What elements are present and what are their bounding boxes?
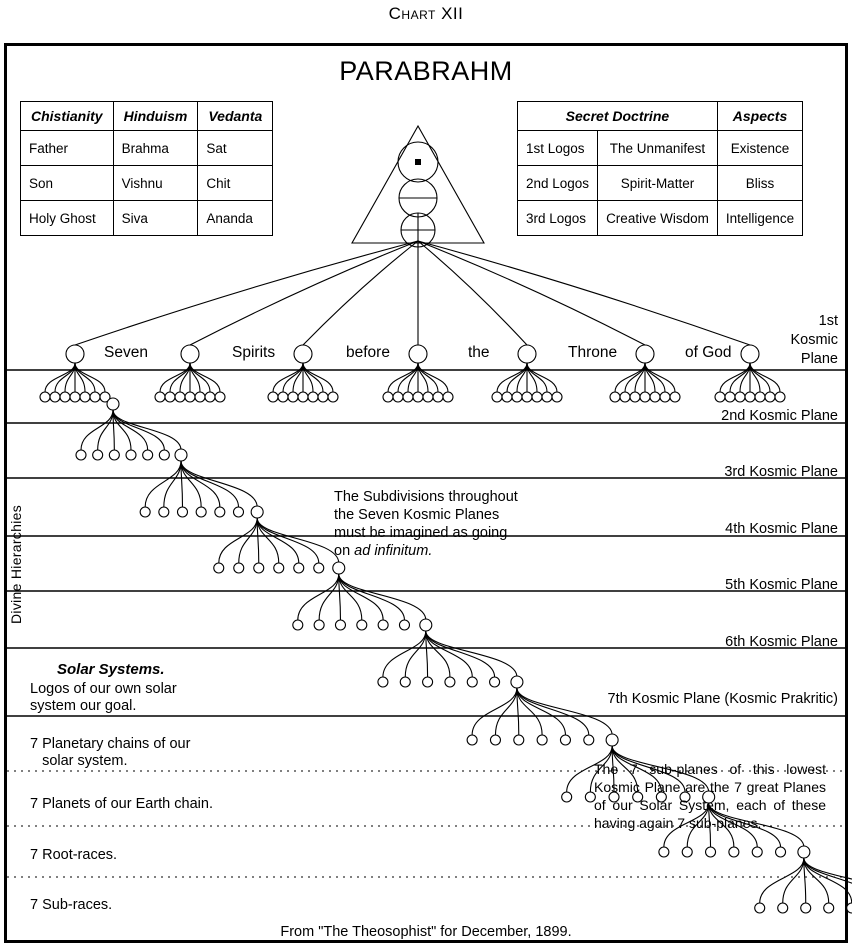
subdivisions-note-line-4: on <box>334 543 355 559</box>
solar-row-label-2: 7 Planetary chains of our solar system. <box>30 736 191 769</box>
solar-row-label-3: 7 Planets of our Earth chain. <box>30 796 213 812</box>
religions-table: Chistianity Hinduism Vedanta Father Brah… <box>20 101 274 236</box>
table-row: 3rd Logos Creative Wisdom Intelligence <box>516 200 804 236</box>
chart-outer-frame <box>4 43 848 943</box>
cell-hinduism-3: Siva <box>112 200 199 236</box>
parabrahm-heading: PARABRAHM <box>339 56 513 86</box>
cell-logos-3: 3rd Logos <box>516 200 599 236</box>
cell-doctrine-3: Creative Wisdom <box>597 200 718 236</box>
table-row: Holy Ghost Siva Ananda <box>20 200 274 236</box>
cell-aspect-1: Existence <box>716 130 804 166</box>
cell-vedanta-1: Sat <box>197 130 274 166</box>
chart-top-title: Chart XII <box>388 4 464 23</box>
column-header-secret-doctrine: Secret Doctrine <box>517 101 718 131</box>
cell-logos-2: 2nd Logos <box>516 165 599 201</box>
table-header-row: Chistianity Hinduism Vedanta <box>20 101 274 131</box>
column-header-vedanta: Vedanta <box>197 101 274 131</box>
plane-label-3: 3rd Kosmic Plane <box>724 464 838 480</box>
cell-vedanta-2: Chit <box>197 165 274 201</box>
cell-doctrine-1: The Unmanifest <box>597 130 718 166</box>
cell-hinduism-1: Brahma <box>112 130 199 166</box>
cell-aspect-3: Intelligence <box>716 200 804 236</box>
column-header-hinduism: Hinduism <box>112 101 199 131</box>
plane-label-5: 5th Kosmic Plane <box>725 577 838 593</box>
subdivisions-note-line-2: the Seven Kosmic Planes <box>334 507 500 523</box>
phrase-word-spirits: Spirits <box>232 344 276 361</box>
phrase-word-before: before <box>346 344 390 361</box>
solar-row-label-5: 7 Sub-races. <box>30 897 113 913</box>
table-row: Father Brahma Sat <box>20 130 274 166</box>
subdivisions-note-line-3: must be imagined as going <box>334 525 508 541</box>
cell-christianity-1: Father <box>20 130 114 166</box>
column-header-aspects: Aspects <box>716 101 804 131</box>
divine-hierarchies-label: Divine Hierarchies <box>8 505 24 624</box>
subdivisions-note-line-1: The Subdivisions throughout <box>334 489 518 505</box>
cell-doctrine-2: Spirit-Matter <box>597 165 718 201</box>
subdivisions-note-italic: ad infinitum. <box>354 543 433 559</box>
cell-hinduism-2: Vishnu <box>112 165 199 201</box>
cell-logos-1: 1st Logos <box>516 130 599 166</box>
phrase-word-of-god: of God <box>685 344 732 361</box>
plane-label-6: 6th Kosmic Plane <box>725 634 838 650</box>
phrase-word-seven: Seven <box>104 344 148 361</box>
cell-christianity-3: Holy Ghost <box>20 200 114 236</box>
solar-systems-heading: Solar Systems. <box>57 661 165 678</box>
table-row: 2nd Logos Spirit-Matter Bliss <box>516 165 804 201</box>
solar-row-label-4: 7 Root-races. <box>30 847 118 863</box>
phrase-word-the: the <box>468 344 490 361</box>
column-header-christianity: Chistianity <box>20 101 114 131</box>
table-row: Son Vishnu Chit <box>20 165 274 201</box>
subdivisions-note: The Subdivisions throughout the Seven Kos… <box>334 488 518 560</box>
plane-label-1: 1st Kosmic Plane <box>790 313 838 367</box>
cell-vedanta-3: Ananda <box>197 200 274 236</box>
plane-label-4: 4th Kosmic Plane <box>725 521 838 537</box>
plane-label-2: 2nd Kosmic Plane <box>721 408 838 424</box>
table-header-row: Secret Doctrine Aspects <box>517 101 804 131</box>
table-row: 1st Logos The Unmanifest Existence <box>516 130 804 166</box>
lowest-plane-note: The 7 sub-planes of this lowest Kosmic P… <box>594 761 826 831</box>
cell-christianity-2: Son <box>20 165 114 201</box>
source-credit: From "The Theosophist" for December, 189… <box>280 924 572 940</box>
plane-label-7: 7th Kosmic Plane (Kosmic Prakritic) <box>607 691 838 707</box>
phrase-word-throne: Throne <box>568 344 618 361</box>
solar-row-label-1: Logos of our own solar system our goal. <box>30 681 177 714</box>
cell-aspect-2: Bliss <box>716 165 804 201</box>
secret-doctrine-table: Secret Doctrine Aspects 1st Logos The Un… <box>516 101 804 236</box>
